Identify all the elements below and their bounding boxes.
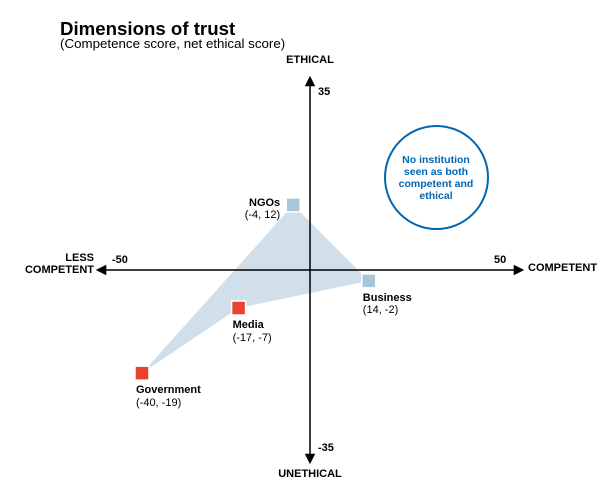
y-axis-tick-positive: 35 bbox=[318, 86, 330, 98]
point-coords: (-4, 12) bbox=[245, 209, 280, 221]
x-axis-label-positive: COMPETENT bbox=[528, 262, 597, 274]
point-label-ngos: NGOs(-4, 12) bbox=[200, 197, 280, 222]
point-coords: (-40, -19) bbox=[136, 397, 181, 409]
x-axis-label-negative: LESS COMPETENT bbox=[16, 252, 94, 276]
point-name: Media bbox=[233, 319, 264, 331]
point-name: Government bbox=[136, 384, 201, 396]
scatter-plot bbox=[0, 0, 600, 500]
callout-circle: No institution seen as both competent an… bbox=[384, 125, 489, 230]
point-label-government: Government(-40, -19) bbox=[136, 384, 201, 409]
point-name: NGOs bbox=[249, 197, 280, 209]
y-axis-tick-negative: -35 bbox=[318, 442, 334, 454]
point-label-media: Media(-17, -7) bbox=[233, 319, 272, 344]
x-axis-tick-positive: 50 bbox=[494, 254, 506, 266]
callout-text: No institution seen as both competent an… bbox=[394, 154, 479, 202]
point-name: Business bbox=[363, 292, 412, 304]
point-coords: (14, -2) bbox=[363, 304, 398, 316]
point-coords: (-17, -7) bbox=[233, 332, 272, 344]
point-label-business: Business(14, -2) bbox=[363, 292, 412, 317]
x-axis-tick-negative: -50 bbox=[112, 254, 128, 266]
y-axis-label-negative: UNETHICAL bbox=[272, 468, 348, 480]
y-axis-label-positive: ETHICAL bbox=[280, 54, 340, 66]
